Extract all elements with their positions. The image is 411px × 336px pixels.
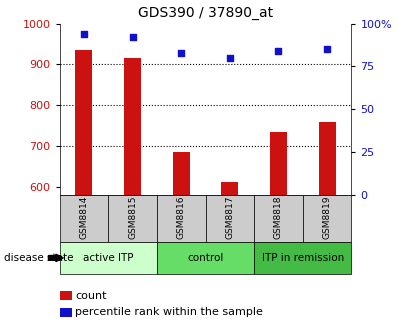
Text: GSM8818: GSM8818 — [274, 196, 283, 239]
Point — [178, 50, 185, 55]
Text: ITP in remission: ITP in remission — [262, 253, 344, 263]
Bar — [206, 195, 254, 242]
Bar — [60, 291, 72, 300]
FancyArrow shape — [48, 254, 63, 261]
Point — [226, 55, 233, 60]
Bar — [221, 182, 238, 195]
Bar — [270, 132, 287, 195]
Point — [129, 35, 136, 40]
Title: GDS390 / 37890_at: GDS390 / 37890_at — [138, 6, 273, 20]
Bar — [60, 308, 72, 317]
Bar — [319, 122, 336, 195]
Bar — [108, 195, 157, 242]
Text: count: count — [75, 291, 107, 301]
Text: active ITP: active ITP — [83, 253, 134, 263]
Text: GSM8817: GSM8817 — [225, 196, 234, 239]
Text: GSM8815: GSM8815 — [128, 196, 137, 239]
Text: GSM8816: GSM8816 — [177, 196, 186, 239]
Bar — [75, 50, 92, 195]
Text: GSM8819: GSM8819 — [323, 196, 332, 239]
Text: disease state: disease state — [4, 253, 74, 263]
Bar — [157, 195, 206, 242]
Bar — [254, 195, 303, 242]
Point — [81, 31, 87, 37]
Bar — [157, 242, 254, 274]
Text: percentile rank within the sample: percentile rank within the sample — [75, 307, 263, 318]
Text: GSM8814: GSM8814 — [79, 196, 88, 239]
Bar — [254, 242, 351, 274]
Bar — [60, 195, 108, 242]
Point — [275, 48, 282, 54]
Bar — [124, 58, 141, 195]
Point — [324, 47, 330, 52]
Bar — [303, 195, 351, 242]
Bar — [173, 152, 190, 195]
Bar — [60, 242, 157, 274]
Text: control: control — [187, 253, 224, 263]
